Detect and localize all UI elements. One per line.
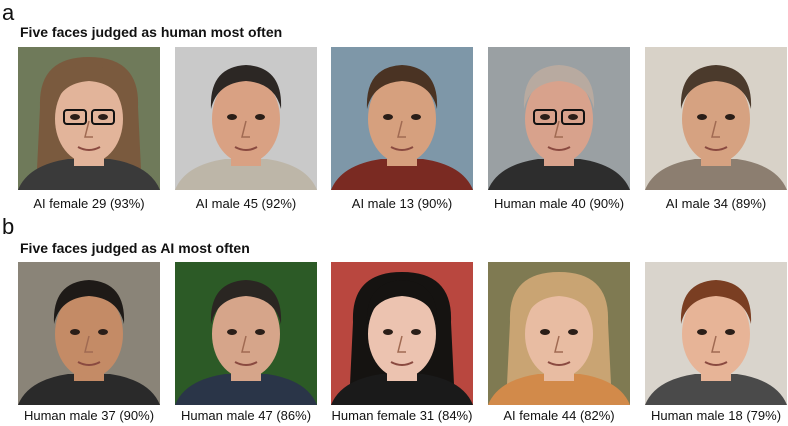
eye bbox=[255, 114, 265, 120]
shoulders bbox=[175, 159, 317, 190]
head bbox=[55, 75, 123, 163]
eye bbox=[255, 329, 265, 335]
face-photo bbox=[645, 47, 787, 190]
shoulders bbox=[331, 159, 473, 190]
mouth bbox=[234, 146, 258, 151]
nose bbox=[241, 120, 250, 138]
mouth bbox=[704, 361, 728, 366]
eye bbox=[697, 329, 707, 335]
face-photo bbox=[175, 262, 317, 405]
eye bbox=[227, 114, 237, 120]
nose bbox=[711, 335, 720, 353]
mouth bbox=[77, 146, 101, 151]
head bbox=[55, 290, 123, 378]
face-caption: AI male 34 (89%) bbox=[665, 196, 767, 211]
hair-top bbox=[680, 280, 752, 324]
mouth bbox=[547, 146, 571, 151]
head bbox=[525, 75, 593, 163]
hair-top bbox=[53, 65, 125, 109]
face-caption: Human male 47 (86%) bbox=[180, 408, 312, 423]
eye bbox=[568, 114, 578, 120]
eye bbox=[725, 114, 735, 120]
head bbox=[212, 75, 280, 163]
shoulders bbox=[645, 374, 787, 405]
eye bbox=[383, 114, 393, 120]
eye bbox=[697, 114, 707, 120]
face-photo bbox=[331, 262, 473, 405]
shoulders bbox=[331, 374, 473, 405]
eye bbox=[70, 329, 80, 335]
shoulders bbox=[488, 374, 630, 405]
face-photo bbox=[645, 262, 787, 405]
face-photo bbox=[488, 47, 630, 190]
panel-label: b bbox=[2, 214, 15, 239]
shoulders bbox=[645, 159, 787, 190]
face-caption: Human male 37 (90%) bbox=[23, 408, 155, 423]
mouth bbox=[704, 146, 728, 151]
nose bbox=[711, 120, 720, 138]
eye bbox=[540, 114, 550, 120]
face-caption: AI female 29 (93%) bbox=[33, 196, 145, 211]
hair-top bbox=[366, 65, 438, 109]
eye bbox=[411, 114, 421, 120]
head bbox=[212, 290, 280, 378]
shoulders bbox=[488, 159, 630, 190]
eye bbox=[725, 329, 735, 335]
glasses bbox=[63, 109, 87, 125]
mouth bbox=[390, 146, 414, 151]
panel-title: Five faces judged as AI most often bbox=[20, 240, 250, 256]
face-caption: Human male 40 (90%) bbox=[493, 196, 625, 211]
nose bbox=[84, 120, 93, 138]
face-photo bbox=[18, 47, 160, 190]
face-photo bbox=[488, 262, 630, 405]
nose bbox=[241, 335, 250, 353]
eye bbox=[540, 329, 550, 335]
mouth bbox=[547, 361, 571, 366]
face-photo bbox=[331, 47, 473, 190]
hair-top bbox=[53, 280, 125, 324]
hair-top bbox=[210, 65, 282, 109]
eye bbox=[383, 329, 393, 335]
face-photo bbox=[175, 47, 317, 190]
glasses bbox=[91, 109, 115, 125]
eye bbox=[70, 114, 80, 120]
hair-top bbox=[210, 280, 282, 324]
panel-label: a bbox=[2, 0, 15, 25]
shoulders bbox=[18, 374, 160, 405]
face-photo bbox=[18, 262, 160, 405]
eye bbox=[98, 114, 108, 120]
face-caption: AI female 44 (82%) bbox=[503, 408, 615, 423]
nose bbox=[84, 335, 93, 353]
glasses bbox=[533, 109, 557, 125]
hair-top bbox=[523, 280, 595, 324]
nose bbox=[554, 335, 563, 353]
mouth bbox=[77, 361, 101, 366]
panel-title: Five faces judged as human most often bbox=[20, 24, 283, 40]
head bbox=[682, 75, 750, 163]
eye bbox=[568, 329, 578, 335]
head bbox=[682, 290, 750, 378]
nose bbox=[397, 335, 406, 353]
glasses bbox=[561, 109, 585, 125]
hair-top bbox=[366, 280, 438, 324]
shoulders bbox=[18, 159, 160, 190]
head bbox=[368, 290, 436, 378]
eye bbox=[98, 329, 108, 335]
face-caption: Human male 18 (79%) bbox=[650, 408, 782, 423]
face-caption: AI male 13 (90%) bbox=[351, 196, 453, 211]
hair-top bbox=[523, 65, 595, 109]
face-caption: AI male 45 (92%) bbox=[195, 196, 297, 211]
eye bbox=[227, 329, 237, 335]
head bbox=[525, 290, 593, 378]
eye bbox=[411, 329, 421, 335]
face-caption: Human female 31 (84%) bbox=[331, 408, 473, 423]
nose bbox=[397, 120, 406, 138]
nose bbox=[554, 120, 563, 138]
mouth bbox=[390, 361, 414, 366]
head bbox=[368, 75, 436, 163]
mouth bbox=[234, 361, 258, 366]
shoulders bbox=[175, 374, 317, 405]
hair-top bbox=[680, 65, 752, 109]
